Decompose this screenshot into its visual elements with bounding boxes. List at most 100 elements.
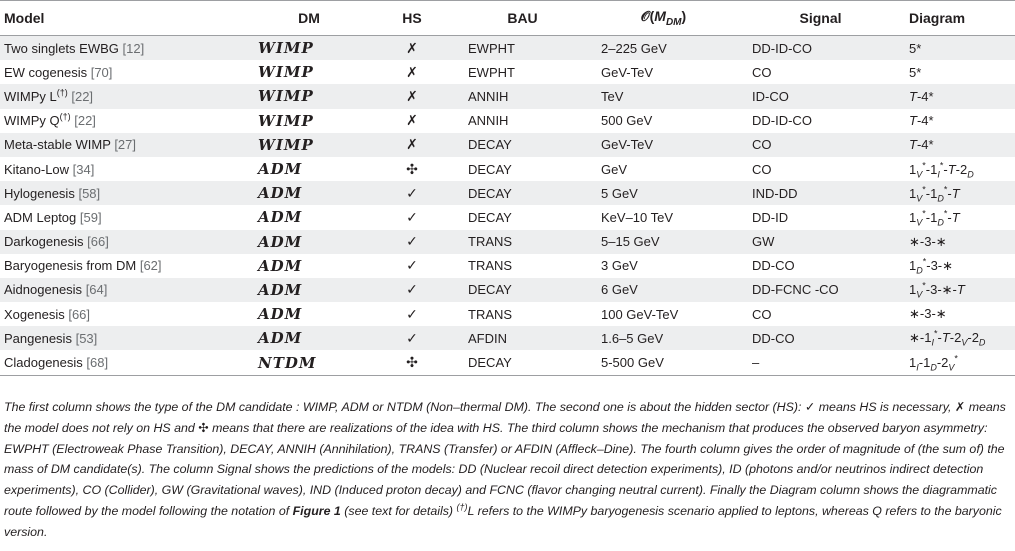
cell-signal: – (738, 350, 903, 376)
cell-signal: DD-ID-CO (738, 108, 903, 133)
cell-bau: EWPHT (456, 60, 589, 85)
model-name: Two singlets EWBG (4, 40, 119, 56)
model-name: Darkogenesis (4, 234, 84, 250)
model-dagger: (†) (59, 111, 71, 122)
diagram-text: 5* (909, 40, 922, 56)
cell-model: Two singlets EWBG [12] (0, 35, 250, 61)
cell-diagram: 5* (903, 60, 1015, 85)
diagram-text: 1V*-3-∗-T (909, 280, 965, 300)
cell-diagram: T-4* (903, 108, 1015, 133)
cell-hs: ✗ (368, 35, 456, 61)
cell-diagram: 1D*-3-∗ (903, 253, 1015, 278)
header-dm: DM (250, 0, 368, 36)
header-diagram: Diagram (903, 0, 1015, 36)
cell-bau: DECAY (456, 132, 589, 157)
diagram-text: ∗-3-∗ (909, 306, 947, 322)
cell-diagram: 5* (903, 35, 1015, 61)
cell-bau: ANNIH (456, 84, 589, 109)
cell-diagram: 1V*-1D*-T (903, 181, 1015, 206)
cell-order: GeV-TeV (589, 132, 738, 157)
model-name: Hylogenesis (4, 185, 75, 201)
model-name: ADM Leptog (4, 209, 77, 225)
cell-diagram: ∗-3-∗ (903, 229, 1015, 254)
cell-model: Aidnogenesis [64] (0, 277, 250, 303)
cell-diagram: 1V*-1I*-T-2D (903, 156, 1015, 182)
cell-dm: WIMP (250, 60, 368, 85)
cell-bau: DECAY (456, 156, 589, 182)
cell-order: 1.6–5 GeV (589, 326, 738, 351)
cell-signal: CO (738, 132, 903, 157)
caption-text-5: (see text for details) (340, 503, 457, 518)
header-order-sub: DM (665, 16, 682, 28)
cell-dm: ADM (250, 229, 368, 254)
cell-order: 5–15 GeV (589, 229, 738, 254)
cell-hs: ✗ (368, 132, 456, 157)
cell-dm: ADM (250, 302, 368, 327)
cell-order: GeV-TeV (589, 60, 738, 85)
table-row: Two singlets EWBG [12] WIMP ✗ EWPHT 2–225 Ge… (0, 35, 1015, 61)
table-row: ADM Leptog [59] ADM ✓ DECAY KeV–10 TeV DD-ID 1… (0, 205, 1015, 230)
cell-bau: ANNIH (456, 108, 589, 133)
model-reference: [22] (74, 113, 96, 129)
model-reference: [34] (72, 161, 95, 177)
diagram-text: 5* (909, 64, 922, 80)
cell-dm: WIMP (250, 108, 368, 133)
table-header-row: Model DM HS BAU 𝒪(MDM) Signal Diagram (0, 0, 1015, 36)
cross-symbol: ✗ (954, 400, 966, 414)
diagram-text: 1V*-1D*-T (909, 184, 960, 204)
cell-order: 500 GeV (589, 108, 738, 133)
cell-signal: IND-DD (738, 181, 903, 206)
cell-model: Pangenesis [53] (0, 326, 250, 351)
cell-bau: DECAY (456, 205, 589, 230)
table-row: Cladogenesis [68] NTDM ✣ DECAY 5-500 GeV –1I-… (0, 350, 1015, 376)
model-name: Xogenesis (4, 306, 65, 322)
caption-text-6: L refers to the WIMPy baryogenesis scena… (4, 503, 1002, 539)
diagram-t: T (909, 113, 917, 129)
cell-dm: WIMP (250, 132, 368, 157)
cell-bau: DECAY (456, 181, 589, 206)
model-reference: [12] (122, 40, 145, 56)
cell-signal: ID-CO (738, 84, 903, 109)
cell-hs: ✓ (368, 326, 456, 351)
caption-text-4: means that there are realizations of the… (4, 420, 1005, 518)
cell-order: 6 GeV (589, 277, 738, 303)
cell-diagram: T-4* (903, 84, 1015, 109)
cell-hs: ✓ (368, 302, 456, 327)
diagram-t: T (909, 88, 917, 104)
cell-hs: ✗ (368, 108, 456, 133)
cell-bau: TRANS (456, 302, 589, 327)
cell-diagram: ∗-3-∗ (903, 302, 1015, 327)
table-body: Two singlets EWBG [12] WIMP ✗ EWPHT 2–225 Ge… (0, 35, 1015, 376)
cell-hs: ✗ (368, 60, 456, 85)
model-reference: [59] (79, 209, 102, 225)
model-name: Kitano-Low (4, 161, 70, 177)
cell-hs: ✓ (368, 205, 456, 230)
caption-text-3: means the model does not rely on HS and (4, 400, 1006, 435)
table-row: Kitano-Low [34] ADM ✣ DECAY GeV CO 1V*-1I*-T-2… (0, 156, 1015, 182)
model-reference: [68] (86, 355, 109, 371)
diagram-rest: -4* (916, 113, 934, 129)
cell-dm: ADM (250, 205, 368, 230)
cell-bau: TRANS (456, 253, 589, 278)
model-reference: [70] (90, 64, 113, 80)
cell-model: Meta-stable WIMP [27] (0, 132, 250, 157)
cell-diagram: 1I-1D-2V* (903, 350, 1015, 376)
cell-signal: GW (738, 229, 903, 254)
cell-model: Cladogenesis [68] (0, 350, 250, 376)
cell-hs: ✗ (368, 84, 456, 109)
model-name: Meta-stable WIMP (4, 137, 111, 153)
diagram-text: 1V*-1D*-T (909, 208, 960, 228)
cell-dm: ADM (250, 181, 368, 206)
header-hs: HS (368, 0, 456, 36)
table-row: Meta-stable WIMP [27] WIMP ✗ DECAY GeV-TeV CO… (0, 132, 1015, 157)
caption-text-2: means HS is necessary, (815, 400, 955, 414)
table-row: EW cogenesis [70] WIMP ✗ EWPHT GeV-TeV CO 5* (0, 60, 1015, 85)
figure-reference: Figure 1 (292, 503, 341, 518)
diagram-t: T (909, 137, 917, 153)
diagram-rest: -4* (916, 137, 934, 153)
cell-order: GeV (589, 156, 738, 182)
cell-bau: AFDIN (456, 326, 589, 351)
diagram-text: 1V*-1I*-T-2D (909, 160, 974, 180)
model-reference: [66] (68, 306, 91, 322)
